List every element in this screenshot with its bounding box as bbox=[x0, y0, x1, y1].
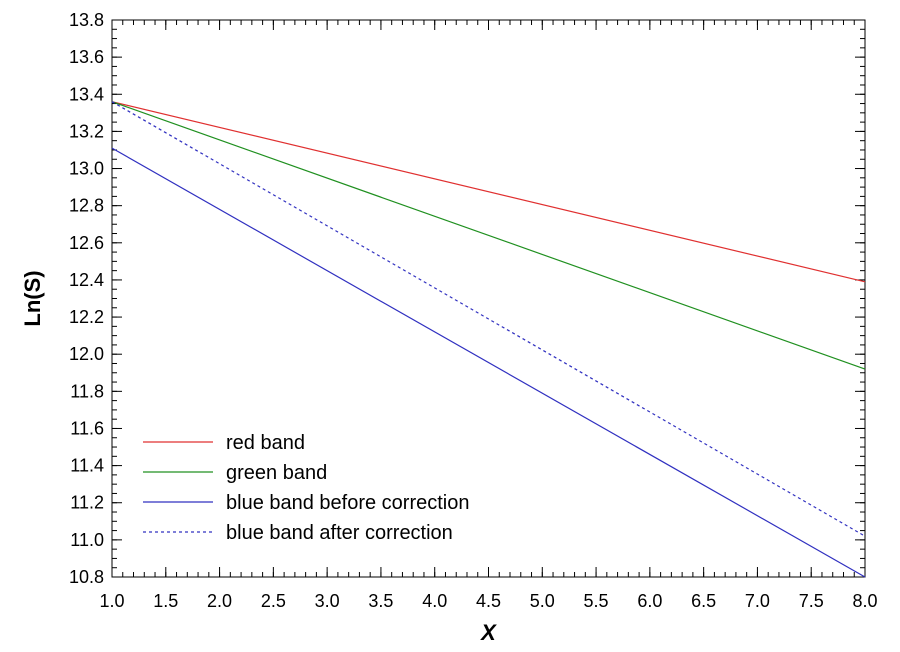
legend-label: red band bbox=[226, 432, 305, 454]
x-tick-label: 3.0 bbox=[315, 591, 340, 611]
legend-label: green band bbox=[226, 462, 327, 484]
y-tick-label: 12.4 bbox=[69, 270, 104, 290]
x-axis-ticks: 1.0 1.5 2.0 2.5 3.0 3.5 4.0 4.5 5.0 5.5 6.0 6.5 7.0 7… bbox=[99, 20, 878, 611]
y-tick-label: 11.8 bbox=[70, 381, 104, 401]
y-tick-label: 13.6 bbox=[69, 47, 104, 67]
x-tick-label: 3.5 bbox=[368, 591, 393, 611]
y-tick-label: 11.6 bbox=[70, 418, 104, 438]
x-tick-label: 1.5 bbox=[153, 591, 178, 611]
series-line-3 bbox=[111, 147, 866, 578]
x-tick-label: 8.0 bbox=[852, 591, 877, 611]
legend: red band green band blue band before corre… bbox=[143, 432, 470, 544]
y-tick-label: 12.8 bbox=[69, 196, 104, 216]
minor-ticks bbox=[111, 19, 866, 578]
y-tick-label: 12.2 bbox=[69, 307, 104, 327]
y-tick-label: 12.0 bbox=[69, 344, 104, 364]
x-tick-label: 5.5 bbox=[584, 591, 609, 611]
series-lines bbox=[111, 101, 866, 578]
series-line-2 bbox=[111, 101, 866, 370]
x-tick-label: 4.5 bbox=[476, 591, 501, 611]
x-tick-label: 1.0 bbox=[99, 591, 124, 611]
x-tick-label: 2.5 bbox=[261, 591, 286, 611]
y-tick-label: 11.2 bbox=[70, 493, 104, 513]
x-tick-label: 4.0 bbox=[422, 591, 447, 611]
series-line-4 bbox=[111, 101, 866, 537]
series-line-1 bbox=[111, 101, 866, 283]
x-tick-label: 6.5 bbox=[691, 591, 716, 611]
y-tick-label: 12.6 bbox=[69, 233, 104, 253]
plot-frame bbox=[111, 19, 866, 578]
y-tick-label: 13.4 bbox=[69, 84, 104, 104]
x-tick-label: 5.0 bbox=[530, 591, 555, 611]
y-axis-title: Ln(S) bbox=[20, 270, 45, 326]
x-tick-label: 2.0 bbox=[207, 591, 232, 611]
x-tick-label: 7.5 bbox=[799, 591, 824, 611]
y-tick-label: 11.4 bbox=[70, 456, 104, 476]
y-axis-ticks: 10.8 11.0 11.2 11.4 11.6 11.8 12.0 12.2 12.4 12.6… bbox=[69, 10, 865, 587]
legend-label: blue band before correction bbox=[226, 492, 470, 514]
y-tick-label: 13.2 bbox=[69, 121, 104, 141]
y-tick-label: 10.8 bbox=[69, 567, 104, 587]
y-tick-label: 13.0 bbox=[69, 159, 104, 179]
legend-label: blue band after correction bbox=[226, 522, 453, 544]
x-tick-label: 6.0 bbox=[637, 591, 662, 611]
x-axis-title: X bbox=[479, 620, 497, 645]
y-tick-label: 13.8 bbox=[69, 10, 104, 30]
x-tick-label: 7.0 bbox=[745, 591, 770, 611]
y-tick-label: 11.0 bbox=[70, 530, 104, 550]
